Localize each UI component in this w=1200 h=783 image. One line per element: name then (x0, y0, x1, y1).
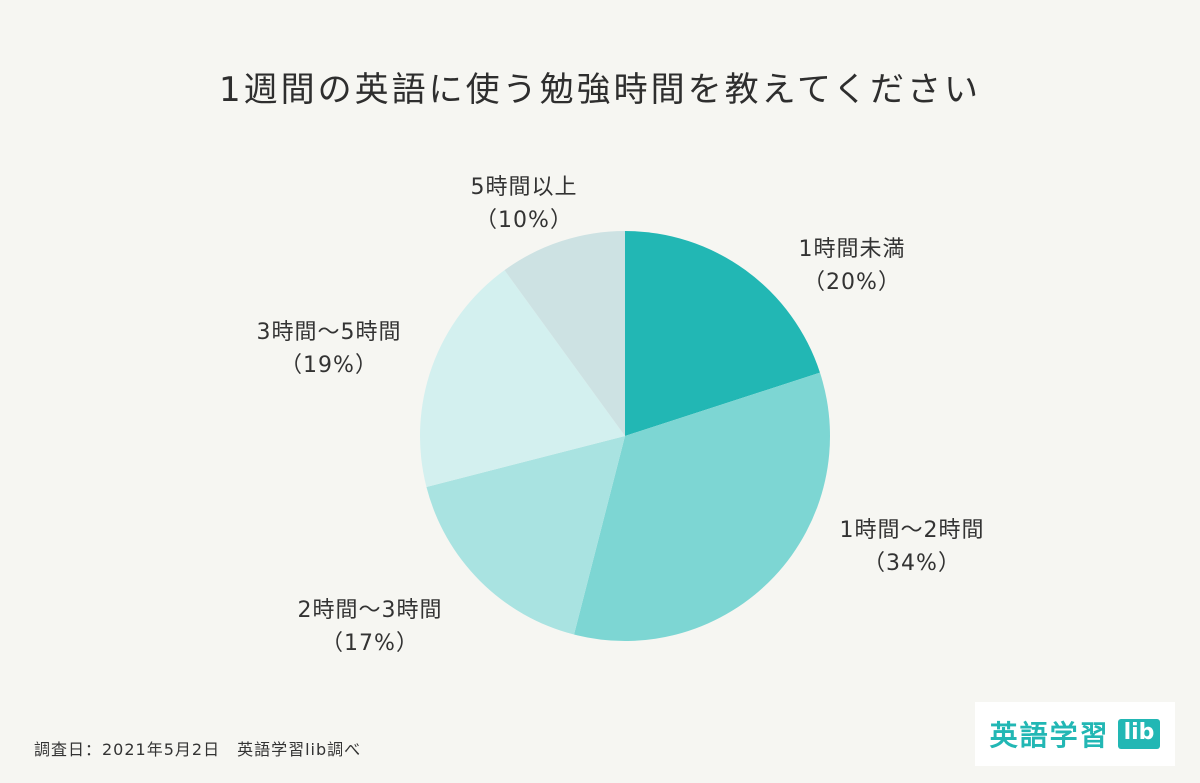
pie-slice-2h-3h (426, 436, 625, 635)
brand-logo: 英語学習 lib (975, 702, 1175, 766)
slice-label-2h-3h: 2時間～3時間 （17%） (298, 594, 443, 660)
slice-label-value: （10%） (475, 208, 573, 233)
slice-label-value: （20%） (803, 270, 901, 295)
slice-label-3h-5h: 3時間～5時間 （19%） (257, 316, 402, 382)
slice-label-under-1h: 1時間未満 （20%） (799, 233, 906, 299)
pie-slice-3h-5h (420, 270, 625, 487)
slice-label-value: （17%） (321, 631, 419, 656)
slice-label-1h-2h: 1時間～2時間 （34%） (840, 514, 985, 580)
slice-label-value: （19%） (280, 353, 378, 378)
logo-badge: lib (1117, 719, 1161, 749)
slice-label-value: （34%） (863, 551, 961, 576)
pie-slice-1h-2h (574, 372, 831, 641)
slice-label-over-5h: 5時間以上 （10%） (471, 171, 578, 237)
slice-label-name: 5時間以上 (470, 175, 578, 200)
pie-slice-over-5h (504, 231, 625, 436)
slice-label-name: 3時間～5時間 (256, 320, 402, 345)
survey-footnote: 調査日：2021年5月2日 英語学習lib調べ (34, 740, 362, 759)
slice-label-name: 1時間～2時間 (839, 518, 985, 543)
slice-label-name: 1時間未満 (798, 237, 906, 262)
logo-text: 英語学習 (989, 719, 1110, 752)
pie-slice-under-1h (625, 231, 820, 436)
slice-label-name: 2時間～3時間 (297, 598, 443, 623)
chart-title: 1週間の英語に使う勉強時間を教えてください (219, 70, 981, 110)
